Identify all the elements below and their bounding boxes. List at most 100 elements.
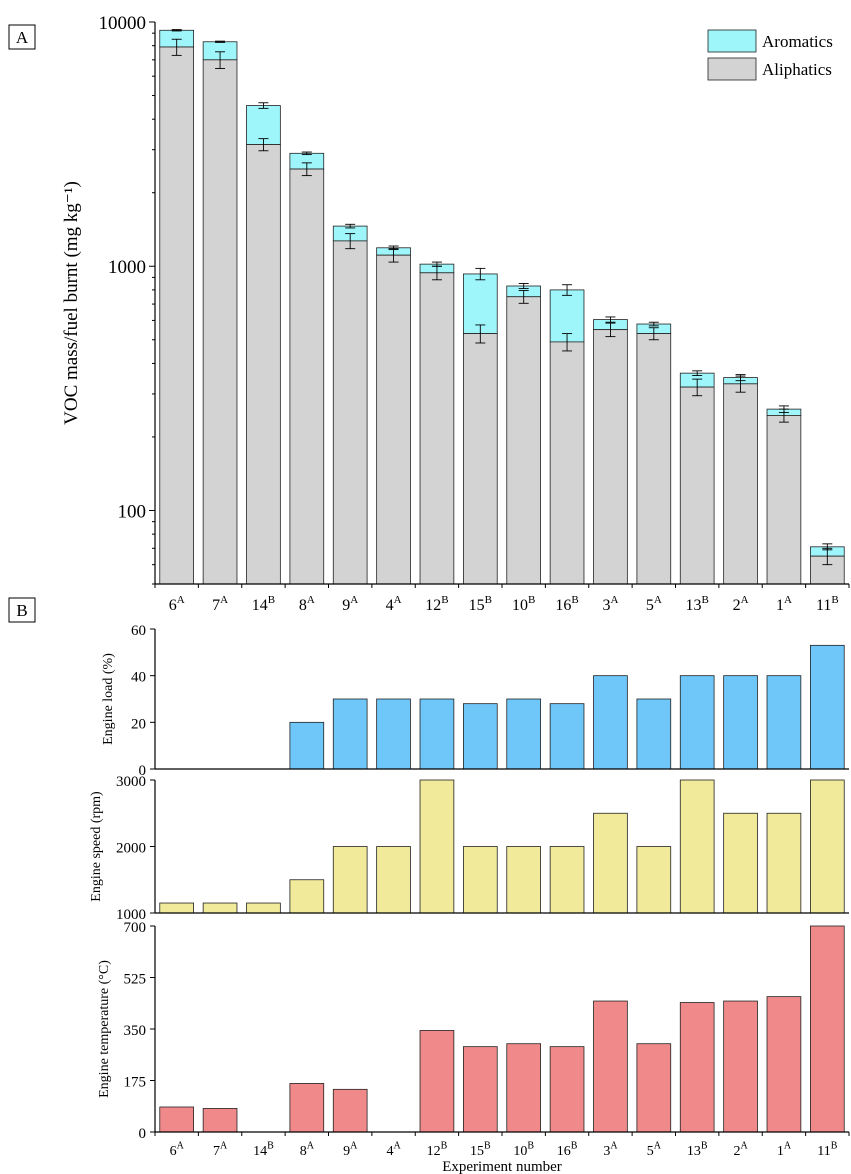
x-axis-label: Experiment number: [442, 1159, 562, 1174]
bar-aliphatics: [289, 168, 325, 585]
bar: [202, 902, 238, 914]
bar: [549, 703, 585, 770]
x-tick-label: 12B: [425, 594, 448, 614]
legend-swatch: [707, 57, 757, 81]
x-tick-label: 6A: [170, 1141, 185, 1159]
bar: [593, 1000, 628, 1133]
panel-b-engine-speed-chart: 1000 2000 3000 Engine speed (rpm): [89, 774, 849, 923]
x-tick-label: 5A: [646, 594, 662, 614]
bar: [419, 779, 455, 914]
x-tick-label: 16B: [555, 594, 578, 614]
bar: [506, 698, 542, 770]
bar: [636, 846, 672, 914]
x-tick-label: 4A: [386, 1141, 401, 1159]
panel-label-b: B: [8, 597, 36, 623]
bar: [723, 675, 758, 770]
bar-aliphatics: [159, 46, 195, 585]
bar: [506, 846, 542, 914]
y-tick-label: 100: [118, 501, 147, 522]
x-tick-label: 9A: [343, 1141, 358, 1159]
bar-aliphatics: [766, 415, 802, 585]
bar: [593, 812, 628, 914]
bar: [723, 1000, 758, 1133]
bar: [809, 644, 845, 770]
y-tick-label: 0: [139, 1126, 147, 1142]
x-tick-label: 15B: [469, 594, 492, 614]
bar-aromatics: [246, 105, 281, 145]
y-tick-label: 1000: [116, 907, 146, 923]
bar: [766, 996, 802, 1133]
y-tick-label: 525: [124, 972, 147, 988]
bar: [159, 1106, 195, 1133]
bar: [679, 675, 715, 770]
y-axis-label: Engine load (%): [101, 653, 116, 745]
panel-b-engine-temperature-chart: 0 175 350 525 700 Engine temperature (°C) 6A 7A…: [97, 920, 850, 1174]
bar: [376, 846, 411, 914]
bar: [332, 1088, 368, 1133]
bar-aliphatics: [202, 59, 238, 585]
bar: [636, 1043, 672, 1133]
legend: Aromatics Aliphatics: [707, 29, 833, 81]
y-tick-label: 350: [124, 1023, 147, 1039]
panel-label-a: A: [8, 24, 36, 50]
x-tick-label: 1A: [776, 594, 792, 614]
bar: [419, 698, 455, 770]
bar: [419, 1030, 455, 1133]
y-axis-label: Engine speed (rpm): [89, 791, 104, 902]
bar: [636, 698, 672, 770]
bar: [289, 721, 325, 770]
x-tick-label: 6A: [169, 594, 185, 614]
bar-aliphatics: [593, 329, 628, 585]
bar: [809, 925, 845, 1133]
bar: [809, 779, 845, 914]
bar: [549, 846, 585, 914]
bar-aliphatics: [549, 341, 585, 585]
legend-label: Aliphatics: [762, 60, 832, 79]
bar-aromatics: [462, 273, 498, 334]
bar: [462, 1046, 498, 1133]
x-tick-label: 15B: [470, 1141, 491, 1159]
bar-aliphatics: [723, 383, 758, 585]
x-tick-label: 12B: [427, 1141, 448, 1159]
bar: [159, 902, 195, 914]
x-tick-label: 4A: [386, 594, 402, 614]
bar: [549, 1046, 585, 1133]
x-tick-label: 10B: [512, 594, 535, 614]
bar: [723, 812, 758, 914]
bar: [462, 703, 498, 770]
panel-label-b-text: B: [16, 601, 27, 620]
bar: [332, 698, 368, 770]
x-tick-label: 13B: [687, 1141, 708, 1159]
bar-aliphatics: [679, 386, 715, 585]
bar-aliphatics: [636, 333, 672, 585]
x-tick-label: 5A: [647, 1141, 662, 1159]
y-tick-label: 2000: [116, 841, 146, 857]
x-tick-label: 14B: [253, 1141, 274, 1159]
x-tick-label: 13B: [686, 594, 709, 614]
y-tick-label: 1000: [108, 257, 146, 278]
panel-b-engine-load-chart: 0 20 40 60 Engine load (%): [101, 623, 849, 779]
x-tick-label: 14B: [252, 594, 275, 614]
y-tick-label: 20: [131, 716, 146, 732]
x-tick-label: 10B: [513, 1141, 534, 1159]
x-tick-label: 8A: [300, 1141, 315, 1159]
x-tick-label: 7A: [212, 594, 228, 614]
bar-aliphatics: [376, 254, 411, 585]
bar: [679, 1002, 715, 1133]
bar-aliphatics: [462, 333, 498, 585]
x-tick-label: 16B: [557, 1141, 578, 1159]
y-tick-label: 10000: [99, 13, 147, 34]
x-tick-label: 9A: [342, 594, 358, 614]
bar: [766, 812, 802, 914]
y-axis-label: VOC mass/fuel burnt (mg kg⁻¹): [61, 181, 82, 425]
panel-a-voc-chart: 100 1000 10000 VOC mass/fuel burnt (mg kg⁻¹…: [61, 13, 850, 614]
bar: [462, 846, 498, 914]
x-tick-label: 11B: [817, 1141, 837, 1159]
bar: [376, 698, 411, 770]
bar-aliphatics: [246, 144, 281, 585]
y-tick-label: 3000: [116, 774, 146, 790]
x-tick-label: 3A: [602, 594, 618, 614]
bar: [202, 1108, 238, 1133]
x-tick-label: 3A: [603, 1141, 618, 1159]
